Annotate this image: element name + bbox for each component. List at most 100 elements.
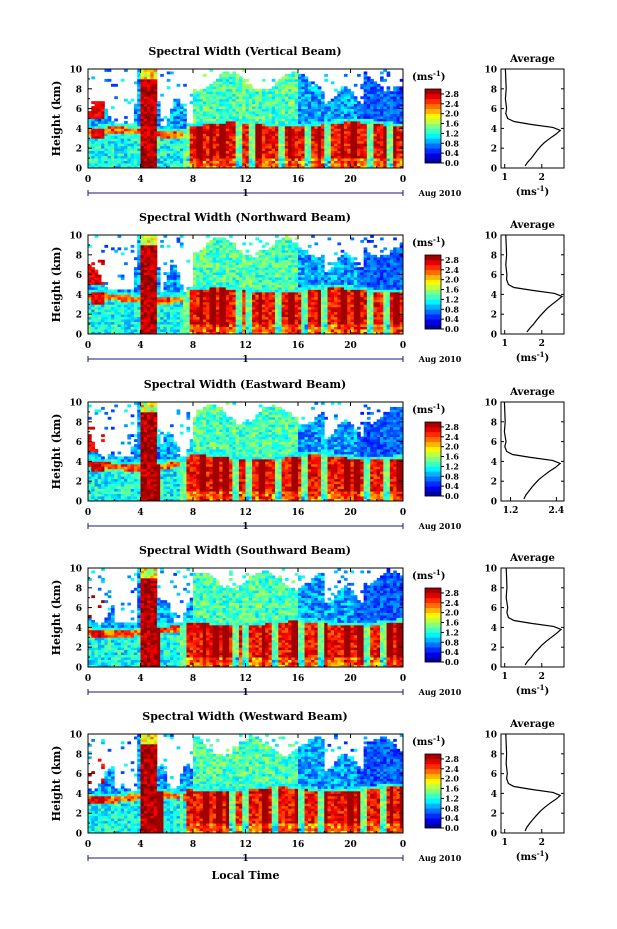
heatmap-cell (167, 86, 171, 89)
heatmap-cell (242, 307, 246, 310)
heatmap-cell (147, 250, 151, 253)
heatmap-cell (190, 317, 194, 320)
heatmap-cell (246, 299, 250, 302)
heatmap-cell (144, 79, 148, 82)
heatmap-cell (200, 312, 204, 315)
heatmap-cell (262, 324, 266, 327)
heatmap-cell (88, 143, 92, 146)
heatmap-cell (98, 299, 102, 302)
heatmap-cell (170, 161, 174, 164)
heatmap-cell (95, 111, 99, 114)
heatmap-cell (173, 287, 177, 290)
heatmap-cell (101, 148, 105, 151)
heatmap-cell (91, 329, 95, 332)
heatmap-cell (118, 158, 122, 161)
heatmap-cell (150, 94, 154, 97)
heatmap-cell (337, 161, 341, 164)
heatmap-cell (209, 314, 213, 317)
heatmap-cell (268, 282, 272, 285)
heatmap-cell (180, 319, 184, 322)
heatmap-cell (101, 128, 105, 131)
heatmap-cell (223, 292, 227, 295)
heatmap-cell (229, 123, 233, 126)
heatmap-cell (213, 322, 217, 325)
heatmap-cell (186, 329, 190, 332)
heatmap-cell (150, 126, 154, 129)
heatmap-cell (183, 312, 187, 315)
heatmap-cell (236, 277, 240, 280)
heatmap-cell (213, 156, 217, 159)
heatmap-cell (150, 111, 154, 114)
heatmap-cell (170, 111, 174, 114)
heatmap-cell (239, 84, 243, 87)
heatmap-cell (246, 89, 250, 92)
heatmap-cell (282, 314, 286, 317)
heatmap-cell (180, 133, 184, 136)
heatmap-cell (370, 81, 374, 84)
colorbar-segment (425, 104, 441, 109)
heatmap-cell (200, 89, 204, 92)
heatmap-cell (232, 76, 236, 79)
heatmap-cell (203, 299, 207, 302)
heatmap-cell (95, 161, 99, 164)
heatmap-cell (141, 138, 145, 141)
heatmap-cell (239, 94, 243, 97)
heatmap-cell (219, 265, 223, 268)
heatmap-cell (341, 163, 345, 166)
heatmap-cell (324, 138, 328, 141)
heatmap-cell (141, 240, 145, 243)
heatmap-cell (154, 307, 158, 310)
heatmap-cell (124, 138, 128, 141)
heatmap-cell (229, 267, 233, 270)
heatmap-cell (367, 86, 371, 89)
heatmap-cell (206, 292, 210, 295)
heatmap-cell (367, 156, 371, 159)
heatmap-cell (262, 312, 266, 315)
heatmap-cell (118, 297, 122, 300)
heatmap-cell (252, 138, 256, 141)
heatmap-cell (268, 247, 272, 250)
heatmap-cell (265, 299, 269, 302)
heatmap-cell (337, 94, 341, 97)
heatmap-cell (249, 143, 253, 146)
heatmap-cell (219, 163, 223, 166)
heatmap-cell (291, 79, 295, 82)
heatmap-cell (111, 299, 115, 302)
heatmap-cell (216, 265, 220, 268)
heatmap-cell (111, 322, 115, 325)
heatmap-cell (305, 81, 309, 84)
heatmap-cell (314, 148, 318, 151)
heatmap-cell (134, 148, 138, 151)
heatmap-cell (278, 121, 282, 124)
heatmap-cell (364, 156, 368, 159)
heatmap-cell (200, 260, 204, 263)
heatmap-cell (298, 114, 302, 117)
heatmap-cell (249, 94, 253, 97)
heatmap-cell (393, 126, 397, 129)
heatmap-cell (291, 161, 295, 164)
heatmap-cell (328, 131, 332, 134)
heatmap-cell (134, 324, 138, 327)
heatmap-cell (223, 322, 227, 325)
heatmap-cell (298, 94, 302, 97)
heatmap-cell (213, 277, 217, 280)
heatmap-cell (118, 314, 122, 317)
heatmap-cell (282, 302, 286, 305)
heatmap-cell (341, 161, 345, 164)
heatmap-cell (324, 74, 328, 77)
heatmap-cell (305, 99, 309, 102)
heatmap-cell (144, 317, 148, 320)
heatmap-cell (144, 260, 148, 263)
heatmap-cell (131, 294, 135, 297)
heatmap-cell (141, 128, 145, 131)
heatmap-cell (144, 327, 148, 330)
heatmap-cell (141, 126, 145, 129)
heatmap-cell (360, 116, 364, 119)
heatmap-cell (111, 292, 115, 295)
heatmap-cell (200, 287, 204, 290)
heatmap-cell (291, 99, 295, 102)
heatmap-cell (111, 247, 115, 250)
heatmap-cell (282, 265, 286, 268)
heatmap-cell (124, 302, 128, 305)
heatmap-cell (383, 131, 387, 134)
